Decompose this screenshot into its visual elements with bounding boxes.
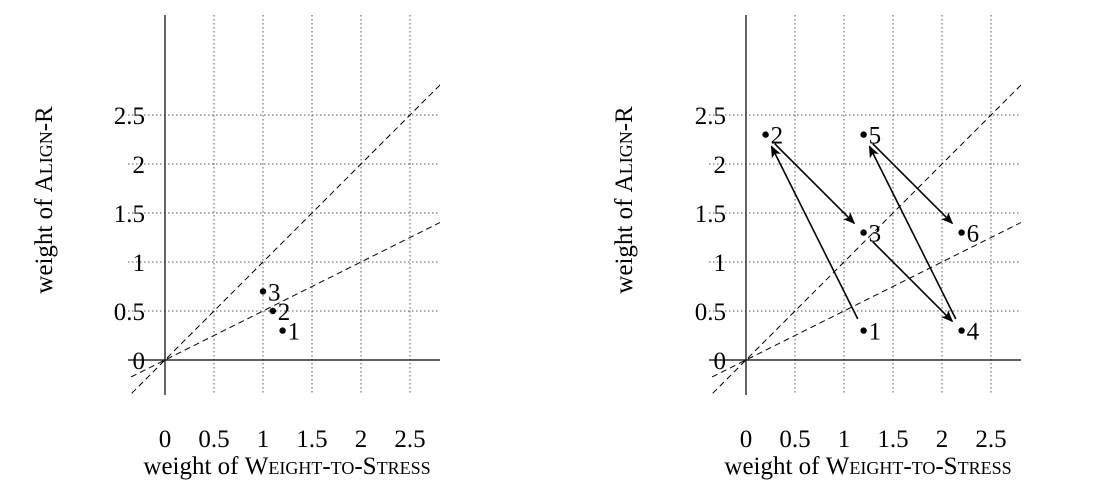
y-tick-label: 2.5 [695, 103, 726, 130]
x-axis-label: weight of Weight-to-Stress [724, 453, 1011, 480]
reference-line [709, 221, 1021, 380]
x-tick-label: 2 [355, 426, 368, 453]
data-point-2 [269, 307, 276, 315]
x-axis-label-prefix: weight of [143, 453, 244, 480]
data-point-label: 4 [967, 319, 980, 346]
x-tick-label: 2.5 [394, 426, 425, 453]
data-point-label: 6 [967, 221, 980, 248]
data-point-label: 2 [771, 123, 784, 150]
data-point-4 [958, 327, 965, 334]
y-tick-label: 0.5 [114, 299, 145, 326]
data-point-1 [279, 327, 286, 334]
arrow-5-to-6 [872, 143, 954, 225]
arrow-3-to-4 [872, 241, 954, 323]
data-point-label: 3 [268, 279, 281, 306]
y-tick-label: 1 [133, 250, 146, 277]
y-tick-label: 1.5 [695, 201, 726, 228]
y-axis-label-prefix: weight of [611, 192, 638, 293]
x-tick-label: 2 [936, 426, 949, 453]
y-tick-label: 0 [714, 348, 727, 375]
x-tick-label: 1 [838, 426, 851, 453]
grid [709, 15, 1021, 395]
x-tick-label: 0.5 [198, 426, 229, 453]
data-point-3 [860, 229, 867, 236]
data-point-label: 3 [869, 221, 882, 248]
y-axis-label-suffix: -R [611, 106, 638, 131]
data-point-label: 1 [869, 319, 882, 346]
y-tick-label: 2 [714, 152, 727, 179]
x-axis-label-smallcaps: Weight-to-Stress [245, 453, 431, 480]
x-tick-label: 0 [740, 426, 753, 453]
reference-line [129, 84, 440, 395]
reference-lines [128, 84, 440, 395]
arrow-2-to-3 [774, 143, 856, 225]
x-axis-label: weight of Weight-to-Stress [143, 453, 430, 480]
y-tick-label: 1 [714, 250, 727, 277]
data-point-label: 5 [869, 123, 882, 150]
data-point-5 [860, 131, 867, 138]
data-point-3 [259, 288, 267, 295]
data-point-label: 2 [278, 299, 291, 326]
x-axis-label-smallcaps: Weight-to-Stress [826, 453, 1012, 480]
y-axis-label-smallcaps: Align [31, 131, 58, 192]
y-tick-label: 2.5 [114, 103, 145, 130]
reference-lines [709, 84, 1021, 395]
y-axis-label-prefix: weight of [31, 192, 58, 293]
data-point-2 [762, 131, 769, 138]
data-point-6 [958, 229, 965, 236]
x-tick-label: 0 [159, 426, 172, 453]
data-point-1 [860, 327, 867, 334]
y-axis-label-smallcaps: Align [611, 131, 638, 192]
x-tick-label: 1.5 [877, 426, 908, 453]
x-axis-label-prefix: weight of [724, 453, 825, 480]
reference-line [710, 84, 1021, 395]
x-tick-label: 0.5 [779, 426, 810, 453]
y-tick-label: 0 [133, 348, 146, 375]
x-tick-label: 1 [257, 426, 270, 453]
y-tick-label: 0.5 [695, 299, 726, 326]
y-axis-label: weight of Align-R [611, 106, 638, 294]
y-axis-label: weight of Align-R [31, 106, 58, 294]
x-tick-label: 2.5 [975, 426, 1006, 453]
arrow-1-to-2 [770, 145, 859, 320]
reference-line [128, 221, 440, 380]
y-tick-label: 1.5 [114, 201, 145, 228]
arrow-4-to-5 [868, 145, 957, 320]
y-tick-label: 2 [133, 152, 146, 179]
grid [128, 15, 440, 395]
data-point-label: 1 [288, 319, 301, 346]
y-axis-label-suffix: -R [31, 106, 58, 131]
x-tick-label: 1.5 [296, 426, 327, 453]
